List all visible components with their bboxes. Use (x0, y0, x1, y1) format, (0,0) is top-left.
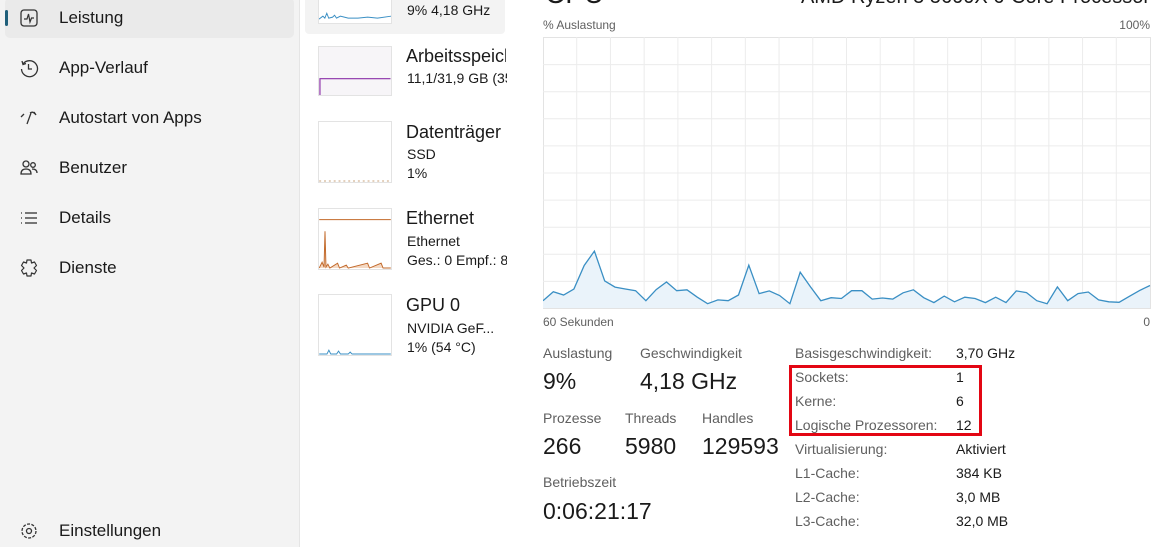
sidebar-item-details[interactable]: Details (5, 198, 294, 238)
device-disk-type: SSD (407, 146, 507, 162)
handles-value: 129593 (702, 433, 779, 460)
device-cpu[interactable]: 9% 4,18 GHz (305, 0, 505, 34)
device-memory[interactable]: Arbeitsspeicher 11,1/31,9 GB (35%) (305, 44, 505, 100)
chart-y-label: % Auslastung (543, 18, 616, 32)
device-disk-name: Datenträger (406, 122, 506, 143)
chart-y-max-label: 100% (1119, 18, 1150, 32)
device-gpu[interactable]: GPU 0 NVIDIA GeF... 1% (54 °C) (305, 293, 505, 359)
cpu-thumbnail (318, 0, 392, 24)
gear-icon (19, 521, 39, 541)
device-disk[interactable]: Datenträger SSD 1% (305, 120, 505, 186)
sidebar-item-label: Autostart von Apps (59, 108, 202, 128)
spec-value: 32,0 MB (956, 513, 1008, 529)
device-ethernet-traffic: Ges.: 0 Empf.: 8 (407, 252, 507, 268)
spec-label: L2-Cache: (795, 489, 860, 505)
history-icon (19, 58, 39, 78)
cpu-usage-chart (543, 37, 1151, 309)
startup-icon (19, 108, 39, 128)
page-title: CPU (545, 0, 604, 10)
spec-label: Basisgeschwindigkeit: (795, 345, 932, 361)
highlight-box (789, 365, 982, 436)
processes-label: Prozesse (543, 410, 601, 426)
spec-value: 3,70 GHz (956, 345, 1015, 361)
spec-value: 3,0 MB (956, 489, 1000, 505)
device-cpu-info: 9% 4,18 GHz (407, 2, 507, 18)
uptime-label: Betriebszeit (543, 474, 616, 490)
processes-value: 266 (543, 433, 581, 460)
sidebar-item-label: Benutzer (59, 158, 127, 178)
sidebar-item-label: Dienste (59, 258, 117, 278)
performance-icon (19, 8, 39, 28)
device-list: 9% 4,18 GHz Arbeitsspeicher 11,1/31,9 GB… (301, 0, 515, 547)
sidebar-item-label: App-Verlauf (59, 58, 148, 78)
device-gpu-name: GPU 0 (406, 295, 506, 316)
device-memory-info: 11,1/31,9 GB (35%) (407, 70, 507, 86)
device-disk-usage: 1% (407, 165, 507, 181)
sidebar: Leistung App-Verlauf Autostart von Apps … (0, 0, 300, 547)
selection-indicator (5, 10, 8, 26)
sidebar-item-leistung[interactable]: Leistung (5, 0, 294, 38)
utilization-value: 9% (543, 368, 576, 395)
device-ethernet[interactable]: Ethernet Ethernet Ges.: 0 Empf.: 8 (305, 206, 505, 272)
memory-thumbnail (318, 46, 392, 96)
sidebar-item-dienste[interactable]: Dienste (5, 248, 294, 288)
threads-label: Threads (625, 410, 676, 426)
processor-name: AMD Ryzen 5 5600X 6-Core Processor (801, 0, 1150, 9)
services-icon (19, 258, 39, 278)
device-gpu-model: NVIDIA GeF... (407, 320, 507, 336)
spec-label: L1-Cache: (795, 465, 860, 481)
device-gpu-usage: 1% (54 °C) (407, 339, 507, 355)
spec-value: 384 KB (956, 465, 1002, 481)
list-icon (19, 208, 39, 228)
device-ethernet-adapter: Ethernet (407, 233, 507, 249)
spec-value: Aktiviert (956, 441, 1006, 457)
ethernet-thumbnail (318, 208, 392, 270)
spec-label: Virtualisierung: (795, 441, 887, 457)
chart-x-right-label: 0 (1143, 315, 1150, 329)
speed-value: 4,18 GHz (640, 368, 737, 395)
uptime-value: 0:06:21:17 (543, 498, 652, 525)
sidebar-item-app-verlauf[interactable]: App-Verlauf (5, 48, 294, 88)
spec-label: L3-Cache: (795, 513, 860, 529)
speed-label: Geschwindigkeit (640, 345, 742, 361)
threads-value: 5980 (625, 433, 676, 460)
users-icon (19, 158, 39, 178)
device-memory-name: Arbeitsspeicher (406, 46, 506, 67)
sidebar-item-benutzer[interactable]: Benutzer (5, 148, 294, 188)
device-ethernet-name: Ethernet (406, 208, 506, 229)
utilization-label: Auslastung (543, 345, 612, 361)
disk-thumbnail (318, 121, 392, 183)
chart-x-left-label: 60 Sekunden (543, 315, 614, 329)
sidebar-item-label: Leistung (59, 8, 123, 28)
cpu-detail-panel: CPU AMD Ryzen 5 5600X 6-Core Processor %… (515, 0, 1172, 547)
settings-button[interactable]: Einstellungen (5, 511, 294, 551)
settings-label: Einstellungen (59, 521, 161, 541)
gpu-thumbnail (318, 294, 392, 356)
sidebar-item-autostart[interactable]: Autostart von Apps (5, 98, 294, 138)
handles-label: Handles (702, 410, 753, 426)
sidebar-item-label: Details (59, 208, 111, 228)
